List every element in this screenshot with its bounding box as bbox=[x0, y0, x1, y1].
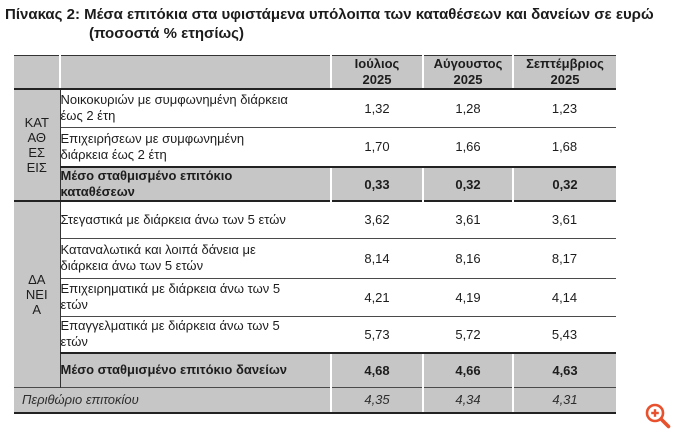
row-desc: Επαγγελματικά με διάρκεια άνω των 5 ετών bbox=[60, 315, 331, 353]
value-cell: 1,28 bbox=[455, 100, 481, 116]
value-cell: 0,32 bbox=[422, 166, 513, 201]
row-desc: Περιθώριο επιτοκίου bbox=[14, 386, 331, 414]
value-cell: 1,23 bbox=[551, 100, 578, 116]
table-title: Πίνακας 2: Μέσα επιτόκια στα υφιστάμενα … bbox=[5, 5, 677, 43]
table-title-line1: Πίνακας 2: Μέσα επιτόκια στα υφιστάμενα … bbox=[5, 6, 654, 23]
row-desc-text: Καταναλωτικά και λοιπά δάνεια με διάρκει… bbox=[60, 242, 256, 273]
row-desc: Καταναλωτικά και λοιπά δάνεια με διάρκει… bbox=[60, 237, 331, 278]
table-row: Επιχειρήσεων με συμφωνημένη διάρκεια έως… bbox=[14, 126, 616, 167]
row-desc-text: Νοικοκυριών με συμφωνημένη διάρκεια έως … bbox=[60, 92, 288, 124]
column-header-july: Ιούλιος 2025 bbox=[330, 55, 423, 90]
row-desc-text: Επαγγελματικά με διάρκεια άνω των 5 ετών bbox=[60, 318, 280, 350]
row-desc-text: Μέσο σταθμισμένο επιτόκιο καταθέσεων bbox=[60, 168, 233, 199]
header-row: Ιούλιος 2025 Αύγουστος 2025 Σεπτέμβριος … bbox=[14, 55, 616, 90]
value-cell: 4,63 bbox=[512, 352, 616, 387]
value-cell: 8,14 bbox=[331, 237, 423, 278]
value-cell: 1,70 bbox=[331, 126, 423, 167]
table-row: ΔΑ ΝΕΙ Α Στεγαστικά με διάρκεια άνω των … bbox=[14, 200, 616, 387]
header-empty-desc-cell bbox=[59, 55, 331, 90]
table-row: Επαγγελματικά με διάρκεια άνω των 5 ετών… bbox=[14, 315, 616, 353]
value-cell: 1,32 bbox=[364, 100, 390, 116]
row-desc: Νοικοκυριών με συμφωνημένη διάρκεια έως … bbox=[60, 89, 331, 127]
value-cell: 5,72 bbox=[423, 315, 513, 353]
value-cell: 5,73 bbox=[331, 315, 423, 353]
value-cell: 3,61 bbox=[513, 200, 616, 238]
value-cell: 5,43 bbox=[513, 315, 616, 353]
value-cell: 4,34 bbox=[422, 386, 513, 414]
header-empty-label-cell bbox=[14, 55, 60, 90]
summary-row-deposits: Μέσο σταθμισμένο επιτόκιο καταθέσεων 0,3… bbox=[14, 166, 616, 201]
value-cell: 8,16 bbox=[423, 237, 513, 278]
row-desc-text: Επιχειρηματικά με διάρκεια άνω των 5 ετώ… bbox=[60, 281, 281, 312]
row-desc-text: Επιχειρήσεων με συμφωνημένη διάρκεια έως… bbox=[60, 130, 245, 162]
table-title-line2: (ποσοστά % ετησίως) bbox=[89, 25, 244, 42]
row-desc: Μέσο σταθμισμένο επιτόκιο καταθέσεων bbox=[60, 166, 331, 201]
value-cell: 3,61 bbox=[423, 200, 513, 238]
value-cell: 4,66 bbox=[422, 352, 513, 387]
value-cell: 4,19 bbox=[423, 277, 513, 316]
row-desc: Μέσο σταθμισμένο επιτόκιο δανείων bbox=[60, 352, 331, 387]
value-cell: 4,68 bbox=[330, 352, 423, 387]
table-row: Καταναλωτικά και λοιπά δάνεια με διάρκει… bbox=[14, 237, 616, 278]
margin-row: Περιθώριο επιτοκίου 4,35 4,34 4,31 bbox=[14, 386, 616, 414]
row-desc-text: Μέσο σταθμισμένο επιτόκιο δανείων bbox=[60, 362, 288, 378]
table-row: Επιχειρηματικά με διάρκεια άνω των 5 ετώ… bbox=[14, 277, 616, 316]
value-cell: 8,17 bbox=[513, 237, 616, 278]
group-label-loans: ΔΑ ΝΕΙ Α bbox=[14, 200, 61, 387]
value-cell: 0,33 bbox=[330, 166, 423, 201]
table-row: ΚΑΤ ΑΘ ΕΣ ΕΙΣ Νοικοκυριών με συμφωνημένη… bbox=[14, 89, 616, 201]
row-desc: Επιχειρήσεων με συμφωνημένη διάρκεια έως… bbox=[60, 126, 331, 167]
column-header-august: Αύγουστος 2025 bbox=[422, 55, 513, 90]
row-desc: Στεγαστικά με διάρκεια άνω των 5 ετών bbox=[60, 200, 331, 238]
value-cell: 1,68 bbox=[513, 126, 616, 167]
interest-rates-table: Ιούλιος 2025 Αύγουστος 2025 Σεπτέμβριος … bbox=[14, 55, 616, 414]
value-cell: 0,32 bbox=[512, 166, 616, 201]
value-cell: 1,66 bbox=[423, 126, 513, 167]
summary-row-loans: Μέσο σταθμισμένο επιτόκιο δανείων 4,68 4… bbox=[14, 352, 616, 387]
value-cell: 4,21 bbox=[331, 277, 423, 316]
value-cell: 4,31 bbox=[512, 386, 616, 414]
row-desc-text: Στεγαστικά με διάρκεια άνω των 5 ετών bbox=[60, 211, 286, 227]
row-desc: Επιχειρηματικά με διάρκεια άνω των 5 ετώ… bbox=[60, 277, 331, 316]
value-cell: 3,62 bbox=[331, 200, 423, 238]
column-header-september: Σεπτέμβριος 2025 bbox=[512, 55, 616, 90]
value-cell: 4,14 bbox=[513, 277, 616, 316]
magnifier-plus-icon[interactable] bbox=[644, 402, 672, 430]
group-label-deposits: ΚΑΤ ΑΘ ΕΣ ΕΙΣ bbox=[14, 89, 61, 201]
value-cell: 4,35 bbox=[330, 386, 423, 414]
